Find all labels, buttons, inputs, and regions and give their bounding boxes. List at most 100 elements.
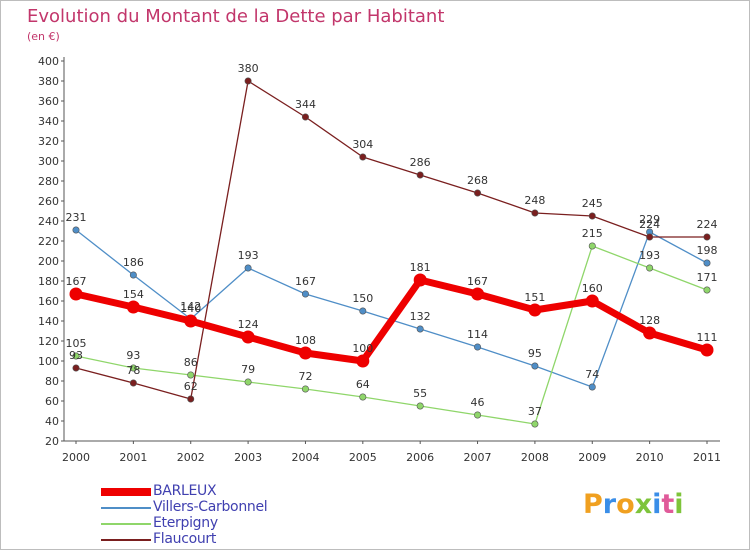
- y-tick-label: 160: [38, 295, 59, 308]
- x-tick-label: 2009: [578, 451, 606, 464]
- data-label: 224: [697, 218, 718, 231]
- legend-label: BARLEUX: [153, 483, 217, 499]
- data-point: [588, 383, 596, 391]
- data-label: 79: [241, 363, 255, 376]
- data-point: [528, 303, 542, 317]
- series-line-barleux: [72, 276, 711, 365]
- data-point: [244, 264, 252, 272]
- data-label: 229: [639, 213, 660, 226]
- data-label: 108: [295, 334, 316, 347]
- y-tick-label: 80: [45, 375, 59, 388]
- y-tick-label: 180: [38, 275, 59, 288]
- data-point: [416, 325, 424, 333]
- data-label: 186: [123, 256, 144, 269]
- y-tick-label: 20: [45, 435, 59, 448]
- data-label: 93: [126, 349, 140, 362]
- data-label: 286: [410, 156, 431, 169]
- legend-label: Flaucourt: [153, 531, 217, 547]
- data-label: 55: [413, 387, 427, 400]
- data-label: 171: [697, 271, 718, 284]
- x-tick-label: 2006: [406, 451, 434, 464]
- data-label: 46: [471, 396, 485, 409]
- data-point: [298, 346, 312, 360]
- data-label: 245: [582, 197, 603, 210]
- logo-letter: o: [616, 489, 635, 520]
- chart-title: Evolution du Montant de la Dette par Hab…: [27, 6, 445, 27]
- data-point: [646, 233, 654, 241]
- series-line-eterpigny: [75, 245, 708, 425]
- data-point: [588, 212, 596, 220]
- data-label: 231: [66, 211, 87, 224]
- legend-swatch: [101, 523, 151, 525]
- data-label: 344: [295, 98, 316, 111]
- data-label: 114: [467, 328, 488, 341]
- data-label: 224: [639, 218, 660, 231]
- x-tick-label: 2000: [62, 451, 90, 464]
- data-point: [413, 273, 427, 287]
- legend-label: Eterpigny: [153, 515, 218, 531]
- data-point: [129, 271, 137, 279]
- y-tick-label: 100: [38, 355, 59, 368]
- data-label: 132: [410, 310, 431, 323]
- data-label: 167: [467, 275, 488, 288]
- data-label: 78: [126, 364, 140, 377]
- data-point: [703, 233, 711, 241]
- x-tick-label: 2003: [234, 451, 262, 464]
- data-point: [416, 171, 424, 179]
- y-tick-label: 220: [38, 235, 59, 248]
- series-line-flaucourt: [75, 80, 708, 400]
- x-tick-label: 2011: [693, 451, 721, 464]
- data-label: 380: [238, 62, 259, 75]
- legend-swatch: [101, 488, 151, 496]
- y-tick-label: 400: [38, 55, 59, 68]
- data-label: 215: [582, 227, 603, 240]
- data-point: [72, 352, 80, 360]
- x-tick-label: 2002: [177, 451, 205, 464]
- data-label: 72: [298, 370, 312, 383]
- y-tick-label: 260: [38, 195, 59, 208]
- data-label: 62: [184, 380, 198, 393]
- data-label: 160: [582, 282, 603, 295]
- data-point: [646, 264, 654, 272]
- data-point: [187, 395, 195, 403]
- y-tick-label: 360: [38, 95, 59, 108]
- data-label: 181: [410, 261, 431, 274]
- data-point: [703, 286, 711, 294]
- data-point: [531, 209, 539, 217]
- data-point: [643, 326, 657, 340]
- logo-letter: i: [652, 489, 662, 520]
- legend-swatch: [101, 539, 151, 541]
- y-tick-label: 140: [38, 315, 59, 328]
- data-label: 86: [184, 356, 198, 369]
- data-point: [241, 330, 255, 344]
- logo-letter: x: [634, 489, 653, 520]
- logo-letter: P: [583, 489, 603, 520]
- y-tick-label: 300: [38, 155, 59, 168]
- data-label: 128: [639, 314, 660, 327]
- y-tick-label: 340: [38, 115, 59, 128]
- data-label: 193: [639, 249, 660, 262]
- x-tick-label: 2010: [636, 451, 664, 464]
- y-tick-label: 320: [38, 135, 59, 148]
- proxiti-logo: Proxiti: [583, 489, 684, 520]
- data-point: [69, 287, 83, 301]
- data-label: 142: [180, 300, 201, 313]
- data-point: [126, 300, 140, 314]
- data-point: [703, 259, 711, 267]
- data-label: 124: [238, 318, 259, 331]
- data-point: [72, 364, 80, 372]
- data-label: 167: [295, 275, 316, 288]
- data-label: 37: [528, 405, 542, 418]
- data-point: [187, 371, 195, 379]
- data-label: 140: [180, 302, 201, 315]
- legend-label: Villers-Carbonnel: [153, 499, 268, 515]
- data-point: [474, 189, 482, 197]
- y-tick-label: 40: [45, 415, 59, 428]
- y-tick-label: 280: [38, 175, 59, 188]
- data-point: [471, 287, 485, 301]
- data-label: 248: [524, 194, 545, 207]
- data-label: 151: [524, 291, 545, 304]
- data-point: [359, 307, 367, 315]
- data-point: [416, 402, 424, 410]
- data-label: 100: [352, 342, 373, 355]
